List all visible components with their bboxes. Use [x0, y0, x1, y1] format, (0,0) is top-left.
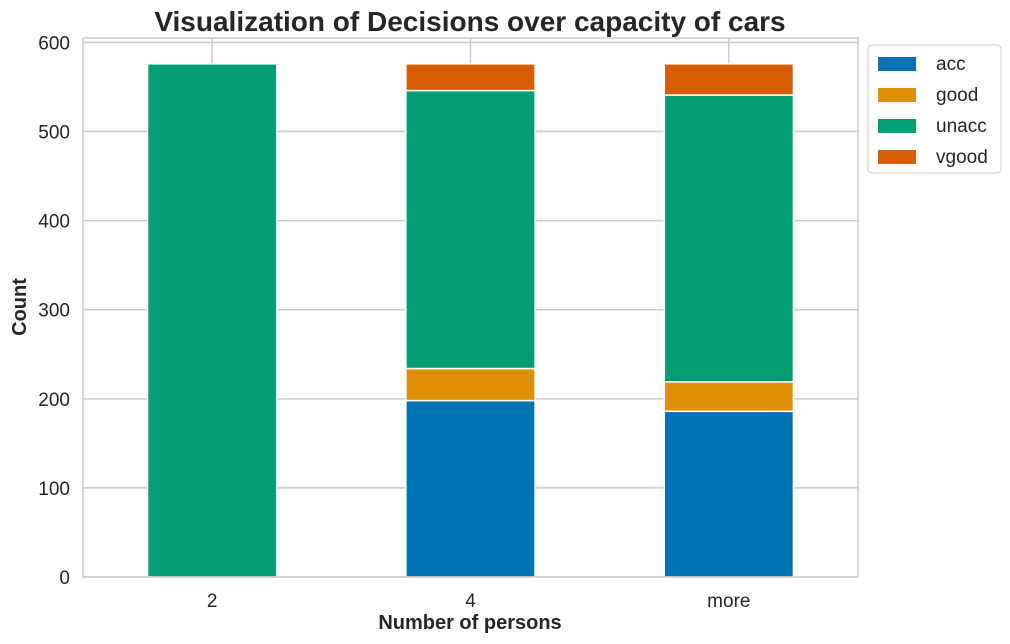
x-tick-label: more [707, 591, 750, 612]
bar-segment-unacc [663, 94, 795, 383]
x-tick-label: 2 [207, 591, 218, 612]
y-tick-label: 500 [38, 123, 70, 144]
legend-swatch-acc [878, 57, 916, 71]
y-tick-label: 600 [38, 33, 70, 54]
legend-label: vgood [936, 147, 988, 168]
y-tick-label: 100 [38, 479, 70, 500]
legend-swatch-good [878, 88, 916, 102]
legend-items: acc good unacc vgood [878, 54, 988, 168]
bar-segment-unacc [405, 89, 536, 370]
legend-swatch-vgood [878, 150, 916, 164]
bar-segment-vgood [405, 63, 536, 92]
y-tick-label: 400 [38, 212, 70, 233]
y-tick-label: 200 [38, 390, 70, 411]
legend-swatch-unacc [878, 119, 916, 133]
bar-segment-good [405, 367, 536, 402]
legend-label: unacc [936, 116, 987, 137]
bar-segment-good [663, 381, 795, 413]
plot-frame [82, 37, 859, 578]
ticks-layer: 0 100 200 300 400 500 600 2 4 more [38, 33, 750, 612]
legend-label: good [936, 85, 978, 106]
x-tick-label: 4 [465, 591, 476, 612]
chart-title: Visualization of Decisions over capacity… [154, 6, 785, 37]
bar-segment-unacc [146, 63, 278, 578]
x-axis-label: Number of persons [378, 612, 561, 634]
y-tick-label: 300 [38, 301, 70, 322]
bar-segment-acc [663, 410, 795, 578]
y-axis-label: Count [9, 278, 31, 336]
bar-segment-acc [405, 399, 536, 578]
legend-frame [867, 44, 1002, 174]
legend-label: acc [936, 54, 966, 75]
bars-layer [146, 63, 795, 578]
bar-segment-vgood [663, 63, 795, 96]
y-tick-label: 0 [59, 568, 70, 589]
legend: acc good unacc vgood [867, 44, 1002, 174]
